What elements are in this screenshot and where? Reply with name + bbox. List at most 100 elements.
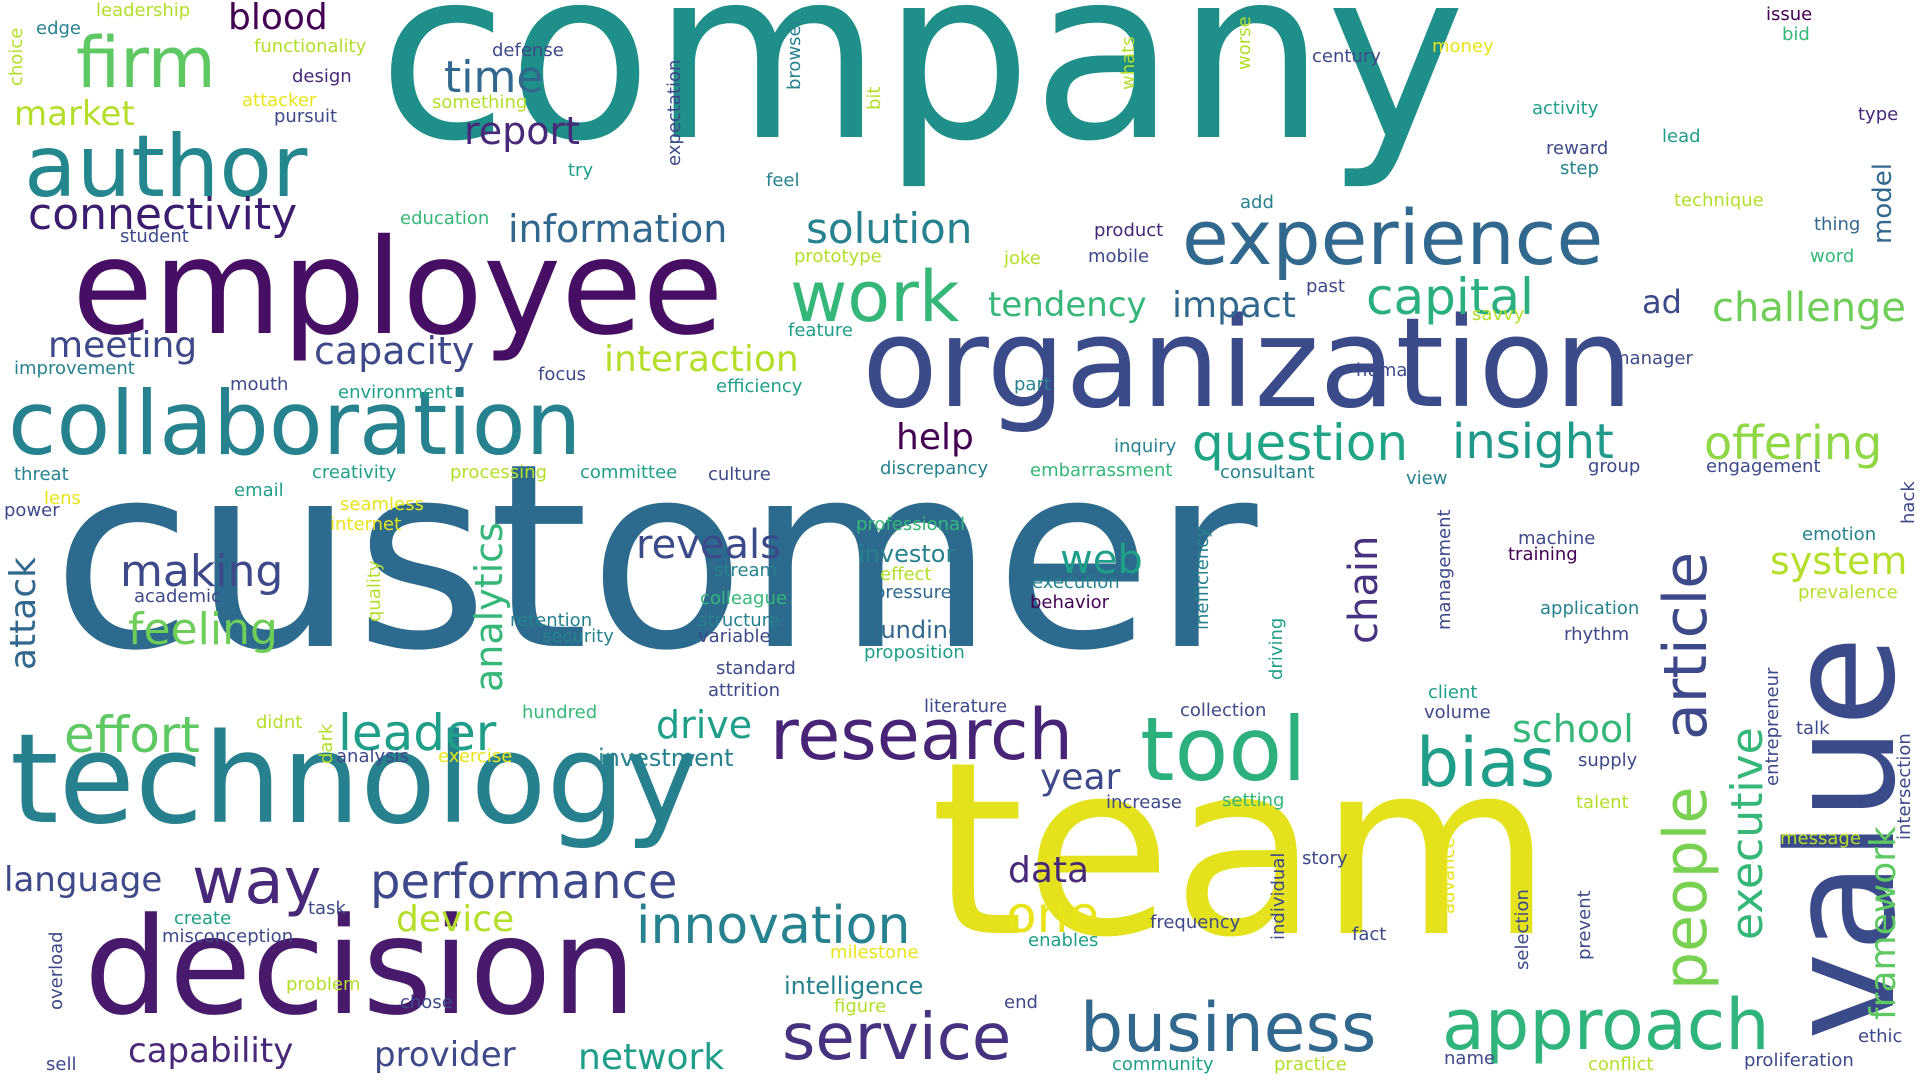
word-stream: stream <box>714 560 778 581</box>
word-lead: lead <box>1662 126 1701 147</box>
word-choice: choice <box>6 27 27 86</box>
word-message: message <box>1780 828 1861 849</box>
word-bid: bid <box>1782 24 1810 45</box>
word-author: author <box>24 117 308 217</box>
word-time: time <box>444 52 544 103</box>
word-whats: whats <box>1118 36 1139 90</box>
word-product: product <box>1094 220 1164 241</box>
word-year: year <box>1040 757 1121 798</box>
word-data: data <box>1008 850 1090 891</box>
word-mobile: mobile <box>1088 246 1150 267</box>
word-way: way <box>192 845 322 919</box>
word-talk: talk <box>1796 718 1830 739</box>
word-technology: technology <box>10 708 699 852</box>
word-framework: framework <box>1863 826 1904 1020</box>
word-intelligence: intelligence <box>784 972 924 1000</box>
word-power: power <box>4 500 60 521</box>
word-step: step <box>1560 158 1599 179</box>
word-enables: enables <box>1028 930 1099 951</box>
word-worse: worse <box>1234 16 1255 70</box>
word-figure: figure <box>834 996 887 1017</box>
word-manager: manager <box>1612 348 1693 369</box>
word-thing: thing <box>1814 214 1861 235</box>
word-colleague: colleague <box>700 588 787 609</box>
word-security: security <box>542 626 614 647</box>
word-chain: chain <box>1341 535 1387 644</box>
word-misconception: misconception <box>162 926 294 947</box>
word-company: company <box>378 0 1466 193</box>
word-century: century <box>1312 46 1381 67</box>
word-technique: technique <box>1674 190 1764 211</box>
word-bit: bit <box>864 86 885 110</box>
word-ethic: ethic <box>1858 1026 1903 1047</box>
word-management: management <box>1434 509 1455 630</box>
word-environment: environment <box>338 382 453 403</box>
word-question: question <box>1192 414 1409 472</box>
word-discrepancy: discrepancy <box>880 458 989 479</box>
word-chose: chose <box>400 992 453 1013</box>
word-try: try <box>568 160 594 181</box>
word-capability: capability <box>128 1031 294 1071</box>
word-variable: variable <box>698 626 771 647</box>
word-emotion: emotion <box>1802 524 1877 545</box>
word-group: group <box>1588 456 1641 477</box>
word-professional: professional <box>856 514 966 535</box>
word-one: one <box>1006 886 1100 944</box>
word-article: article <box>1651 551 1721 740</box>
word-business: business <box>1080 989 1377 1068</box>
word-browser: browser <box>784 17 805 90</box>
word-view: view <box>1406 468 1448 489</box>
word-report: report <box>464 109 581 153</box>
word-money: money <box>1432 36 1494 57</box>
word-work: work <box>790 256 960 338</box>
word-leader: leader <box>338 704 497 762</box>
word-driving: driving <box>1266 617 1287 680</box>
word-email: email <box>234 480 284 501</box>
word-analytics: analytics <box>467 522 511 692</box>
word-academic: academic <box>134 586 221 607</box>
word-market: market <box>14 94 135 134</box>
word-capital: capital <box>1366 268 1534 326</box>
word-intersection: intersection <box>1894 733 1915 840</box>
word-human: human <box>1356 360 1419 381</box>
word-system: system <box>1770 539 1908 583</box>
word-joke: joke <box>1004 248 1041 269</box>
word-impact: impact <box>1172 285 1296 326</box>
word-increase: increase <box>1106 792 1182 813</box>
word-reveals: reveals <box>636 522 781 568</box>
word-overload: overload <box>46 931 67 1010</box>
word-didnt: didnt <box>256 712 303 733</box>
word-rhythm: rhythm <box>1564 624 1630 645</box>
word-school: school <box>1512 707 1634 751</box>
word-frequency: frequency <box>1150 912 1241 933</box>
word-create: create <box>174 908 232 929</box>
word-bias: bias <box>1416 724 1556 803</box>
word-structure: structure <box>698 610 780 631</box>
word-edge: edge <box>36 18 81 39</box>
word-savvy: savvy <box>1472 304 1525 325</box>
word-part: part <box>1014 374 1051 395</box>
word-analysis: analysis <box>336 746 409 767</box>
word-prototype: prototype <box>794 246 882 267</box>
word-blood: blood <box>228 0 328 38</box>
word-tool: tool <box>1140 698 1307 801</box>
word-improvement: improvement <box>14 358 135 379</box>
word-milestone: milestone <box>830 942 919 963</box>
word-internet: internet <box>330 514 402 535</box>
word-seamless: seamless <box>340 494 424 515</box>
word-connectivity: connectivity <box>28 189 298 240</box>
word-expectation: expectation <box>664 59 685 166</box>
word-research: research <box>770 694 1073 776</box>
word-capacity: capacity <box>314 329 475 373</box>
word-feature: feature <box>788 320 853 341</box>
word-people: people <box>1651 786 1721 990</box>
word-selection: selection <box>1512 889 1533 970</box>
word-quality: quality <box>364 560 385 622</box>
word-application: application <box>1540 598 1640 619</box>
word-device: device <box>396 899 515 940</box>
word-information: information <box>508 207 728 251</box>
word-past: past <box>1306 276 1345 297</box>
word-activity: activity <box>1532 98 1599 119</box>
word-interaction: interaction <box>604 339 799 380</box>
word-attack: attack <box>3 557 44 670</box>
